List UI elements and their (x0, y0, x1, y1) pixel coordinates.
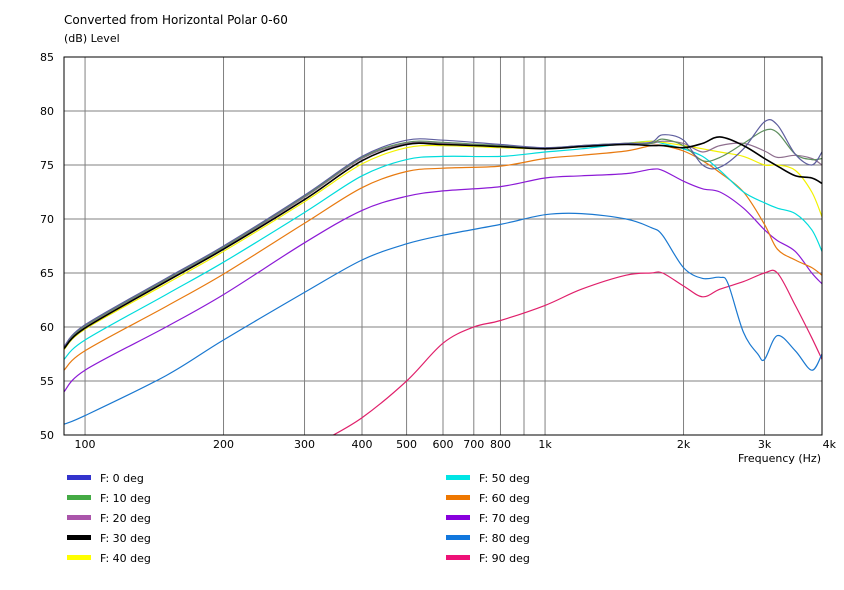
x-tick-label: 4k (823, 438, 837, 451)
legend-label: F: 20 deg (100, 512, 151, 525)
y-tick-labels: 50 55 60 65 70 75 80 85 (40, 51, 54, 442)
legend-swatch (446, 535, 470, 540)
legend-label: F: 50 deg (479, 472, 530, 485)
legend-label: F: 30 deg (100, 532, 151, 545)
x-tick-label: 800 (490, 438, 511, 451)
x-tick-label: 400 (351, 438, 372, 451)
legend-label: F: 0 deg (100, 472, 144, 485)
legend-swatch (67, 535, 91, 540)
legend-swatch (446, 555, 470, 560)
x-tick-label: 500 (396, 438, 417, 451)
y-tick-label: 50 (40, 429, 54, 442)
x-tick-label: 2k (677, 438, 691, 451)
legend-swatch (446, 475, 470, 480)
y-tick-label: 60 (40, 321, 54, 334)
series-line-70-deg (64, 168, 822, 393)
y-axis-label: (dB) Level (64, 32, 120, 45)
legend: F: 0 deg F: 10 deg F: 20 deg F: 30 deg F: 40… (67, 472, 530, 565)
legend-swatch (67, 555, 91, 560)
series-line-60-deg (64, 144, 822, 371)
legend-swatch (67, 495, 91, 500)
plot-frame (63, 56, 823, 436)
x-axis-label: Frequency (Hz) (738, 452, 821, 465)
x-tick-label: 700 (463, 438, 484, 451)
series-line-30-deg (64, 136, 822, 350)
legend-label: F: 60 deg (479, 492, 530, 505)
legend-swatch (446, 515, 470, 520)
x-tick-label: 100 (75, 438, 96, 451)
x-tick-label: 300 (294, 438, 315, 451)
x-tick-label: 1k (538, 438, 552, 451)
legend-label: F: 80 deg (479, 532, 530, 545)
x-tick-label: 3k (758, 438, 772, 451)
legend-swatch (446, 495, 470, 500)
series-line-0-deg (64, 119, 822, 347)
legend-label: F: 70 deg (479, 512, 530, 525)
series-line-80-deg (64, 212, 822, 425)
y-tick-label: 85 (40, 51, 54, 64)
y-tick-label: 65 (40, 267, 54, 280)
series-line-90-deg (332, 269, 822, 435)
grid-lines (64, 57, 822, 435)
legend-swatch (67, 515, 91, 520)
chart-title: Converted from Horizontal Polar 0-60 (64, 13, 288, 27)
y-tick-label: 75 (40, 159, 54, 172)
x-tick-label: 200 (213, 438, 234, 451)
series-lines (64, 119, 822, 435)
y-tick-label: 80 (40, 105, 54, 118)
legend-label: F: 90 deg (479, 552, 530, 565)
y-tick-label: 70 (40, 213, 54, 226)
legend-label: F: 40 deg (100, 552, 151, 565)
y-tick-label: 55 (40, 375, 54, 388)
legend-label: F: 10 deg (100, 492, 151, 505)
x-tick-labels: 100 200 300 400 500 600 700 800 1k 2k 3k 4k (75, 438, 837, 451)
x-tick-label: 600 (433, 438, 454, 451)
legend-swatch (67, 475, 91, 480)
